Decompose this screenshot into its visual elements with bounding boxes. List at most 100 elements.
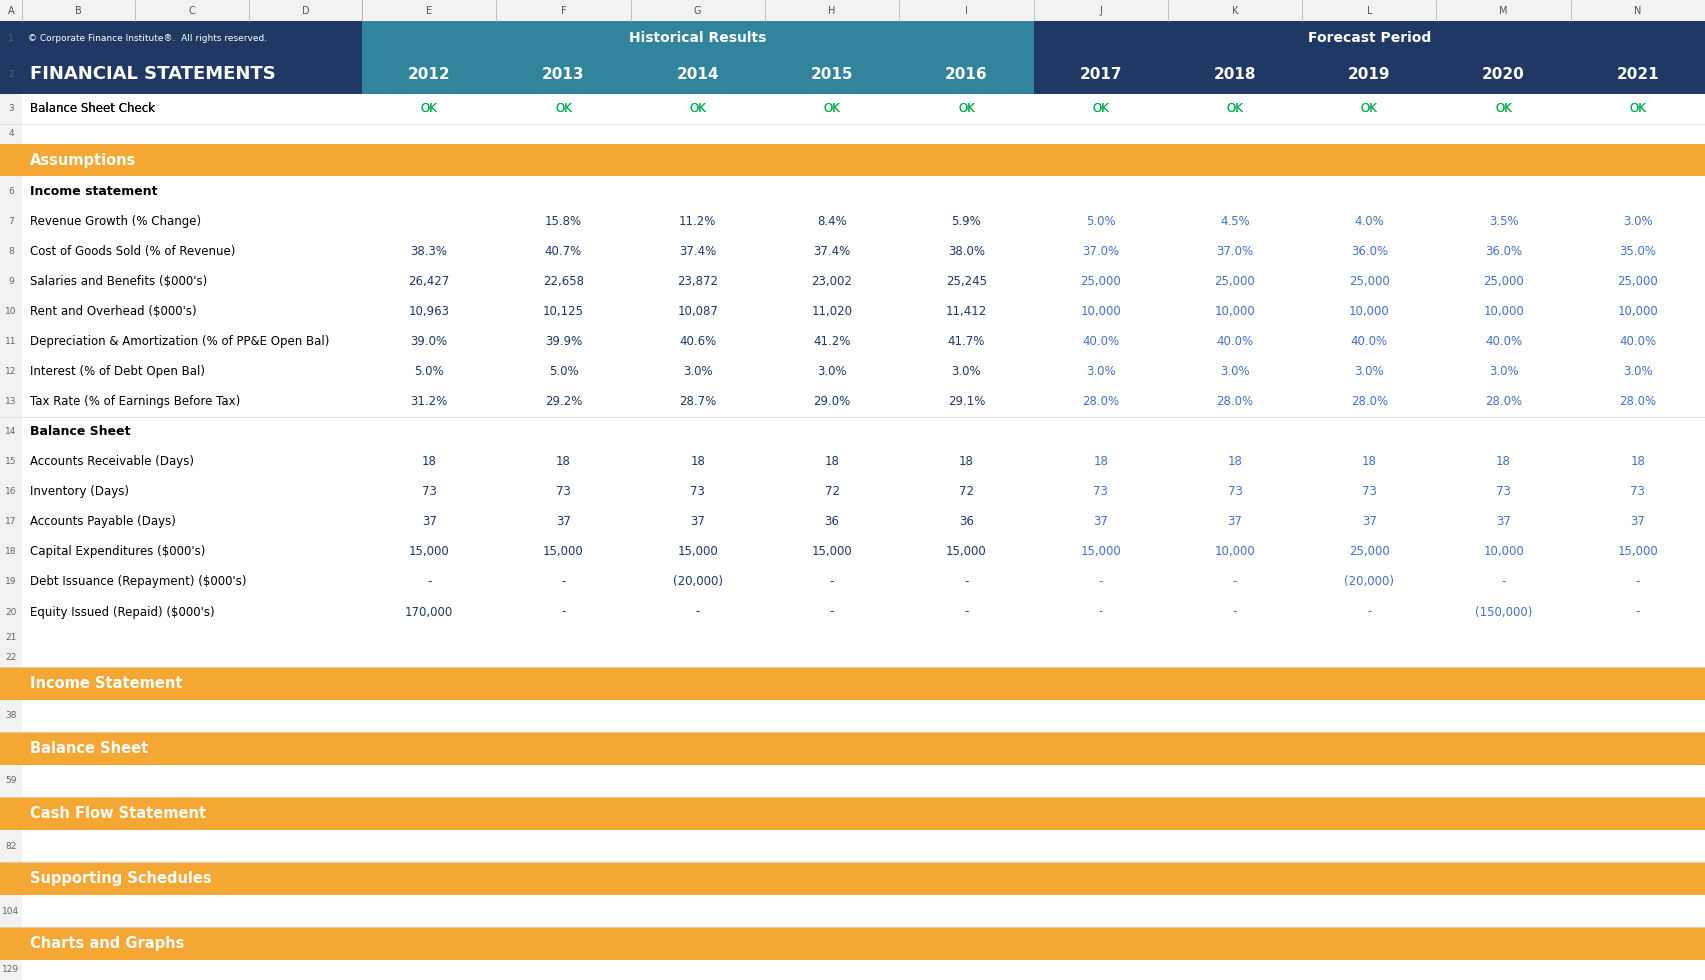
Bar [0,207,22,236]
Bar [0,55,361,94]
Text: 10,125: 10,125 [542,305,583,318]
Text: -: - [1635,575,1640,589]
Text: 19: 19 [5,577,17,586]
Text: 59: 59 [5,776,17,786]
Text: 11,412: 11,412 [946,305,987,318]
Text: 2017: 2017 [1079,67,1122,82]
Text: 15,000: 15,000 [1618,546,1659,559]
Bar [0,326,22,357]
Text: 28.7%: 28.7% [679,395,716,409]
Text: (20,000): (20,000) [1344,575,1395,589]
Text: 28.0%: 28.0% [1620,395,1657,409]
Bar [0,764,22,798]
Bar [0,94,22,123]
Text: 18: 18 [958,456,974,468]
Text: 15,000: 15,000 [946,546,987,559]
Text: 36: 36 [825,515,839,528]
Text: D: D [302,6,309,16]
Text: 40.0%: 40.0% [1216,335,1253,348]
Text: 37.0%: 37.0% [1083,245,1118,258]
Text: 25,000: 25,000 [1618,275,1659,288]
Text: 15,000: 15,000 [409,546,450,559]
Text: Depreciation & Amortization (% of PP&E Open Bal): Depreciation & Amortization (% of PP&E O… [31,335,329,348]
Text: 40.0%: 40.0% [1083,335,1118,348]
Text: 3.0%: 3.0% [951,366,980,378]
Bar [0,667,1705,700]
Text: I: I [965,6,968,16]
Text: 11,020: 11,020 [812,305,852,318]
Text: -: - [1367,606,1371,618]
Text: -: - [1098,575,1103,589]
Text: 18: 18 [1362,456,1376,468]
Text: 15,000: 15,000 [544,546,583,559]
Text: 10,000: 10,000 [1081,305,1120,318]
Text: 6: 6 [9,187,14,196]
Bar [0,297,22,326]
Text: OK: OK [1226,102,1243,116]
Text: 11: 11 [5,337,17,346]
Bar [361,22,1033,55]
Text: F: F [561,6,566,16]
Text: OK: OK [1495,102,1512,116]
Bar [0,537,22,567]
Text: 3.0%: 3.0% [1354,366,1384,378]
Text: Cash Flow Statement: Cash Flow Statement [31,806,206,821]
Text: 25,000: 25,000 [1214,275,1255,288]
Text: 15,000: 15,000 [812,546,852,559]
Bar [0,477,22,507]
Text: 3.0%: 3.0% [1488,366,1519,378]
Text: 8.4%: 8.4% [817,215,847,228]
Text: -: - [1098,606,1103,618]
Text: 18: 18 [556,456,571,468]
Text: Rent and Overhead ($000's): Rent and Overhead ($000's) [31,305,196,318]
Text: 15.8%: 15.8% [546,215,581,228]
Text: OK: OK [824,102,841,116]
Text: OK: OK [556,102,571,116]
Text: 40.0%: 40.0% [1620,335,1657,348]
Text: 5.0%: 5.0% [549,366,578,378]
Text: H: H [829,6,835,16]
Text: Balance Sheet: Balance Sheet [31,425,131,438]
Text: FINANCIAL STATEMENTS: FINANCIAL STATEMENTS [31,66,276,83]
Text: 5.0%: 5.0% [414,366,443,378]
Text: 25,000: 25,000 [1349,546,1390,559]
Text: G: G [694,6,701,16]
Text: 15,000: 15,000 [677,546,718,559]
Bar [0,597,1705,627]
Text: 40.6%: 40.6% [679,335,716,348]
Text: Accounts Receivable (Days): Accounts Receivable (Days) [31,456,194,468]
Bar [0,94,1705,123]
Text: (20,000): (20,000) [673,575,723,589]
Text: 2: 2 [9,70,14,79]
Text: OK: OK [1093,102,1108,116]
Text: 3.5%: 3.5% [1488,215,1519,228]
Text: 2014: 2014 [677,67,720,82]
Text: 2016: 2016 [945,67,987,82]
Bar [0,267,1705,297]
Text: M: M [1499,6,1507,16]
Text: 18: 18 [1630,456,1645,468]
Bar [0,22,361,55]
Text: Balance Sheet: Balance Sheet [31,741,148,756]
Bar [0,830,1705,862]
Text: 37: 37 [1228,515,1243,528]
Text: 22: 22 [5,653,17,662]
Text: Charts and Graphs: Charts and Graphs [31,936,184,952]
Text: OK: OK [958,102,975,116]
Text: 8: 8 [9,247,14,256]
Bar [1033,55,1705,94]
Bar [0,895,1705,927]
Text: OK: OK [1630,102,1647,116]
Text: 25,245: 25,245 [946,275,987,288]
Text: 37: 37 [1093,515,1108,528]
Bar [0,357,1705,387]
Text: -: - [830,606,834,618]
Text: 73: 73 [1362,485,1376,499]
Text: © Corporate Finance Institute®.  All rights reserved.: © Corporate Finance Institute®. All righ… [27,33,268,43]
Text: -: - [561,606,566,618]
Text: 2020: 2020 [1482,67,1524,82]
Text: OK: OK [958,102,975,116]
Text: N: N [1633,6,1642,16]
Text: 37: 37 [691,515,706,528]
Text: 2013: 2013 [542,67,585,82]
